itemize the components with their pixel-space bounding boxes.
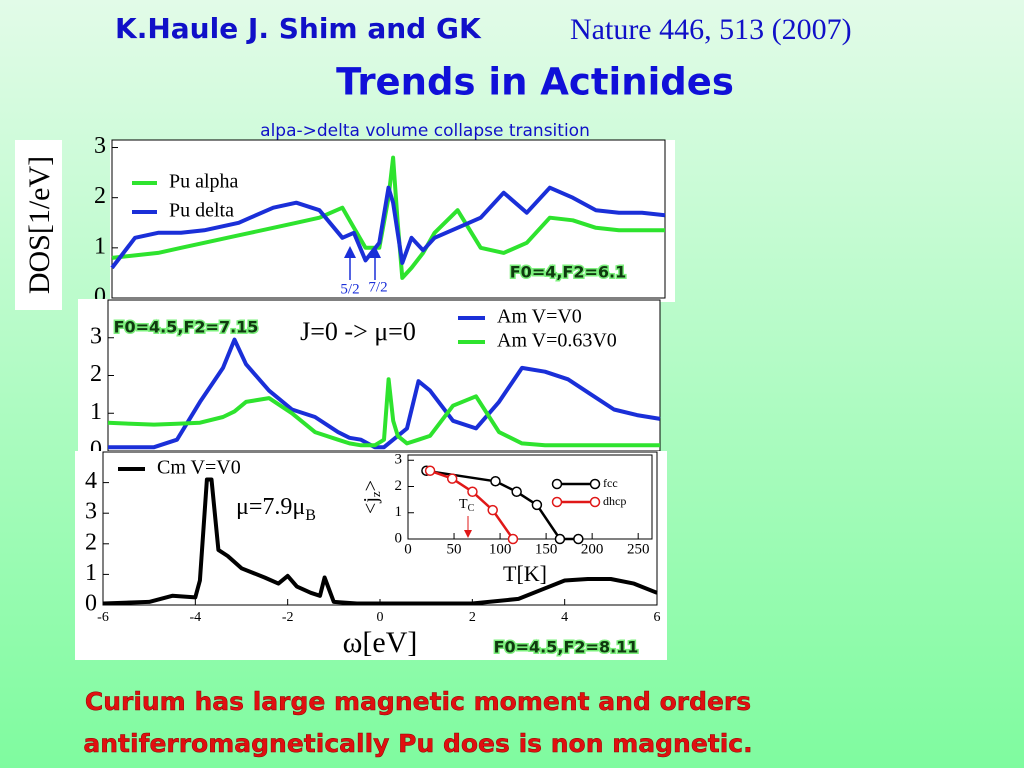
- x-tick-label: 200: [581, 541, 604, 557]
- x-tick-label: -6: [97, 610, 109, 625]
- legend-marker: [589, 478, 601, 490]
- marker: [487, 504, 498, 516]
- x-tick-label: 0: [404, 541, 412, 557]
- legend-marker: [589, 496, 601, 508]
- annotation-text: μ=7.9μ: [236, 494, 305, 520]
- series-line: [107, 377, 660, 448]
- panel-background: [75, 451, 667, 660]
- y-tick-label: 0: [395, 530, 403, 546]
- y-tick-label: 2: [94, 183, 106, 209]
- footer-line: Curium has large magnetic moment and ord…: [85, 687, 751, 716]
- y-tick-label: 0: [85, 591, 97, 617]
- authors: K.Haule J. Shim and GK: [115, 12, 482, 45]
- y-tick-label: 4: [85, 468, 97, 494]
- y-axis-label: <jz>: [360, 480, 383, 514]
- x-tick-label: 4: [561, 610, 568, 625]
- x-tick-label: 250: [627, 541, 650, 557]
- legend-marker: [551, 478, 563, 490]
- y-tick-label: 2: [90, 361, 102, 387]
- ylabel-background: [15, 140, 62, 310]
- marker: [507, 533, 519, 545]
- annotation-sub: C: [468, 503, 475, 514]
- footer-line: antiferromagnetically Pu does is non mag…: [83, 729, 752, 758]
- y-tick-label: 3: [85, 499, 97, 525]
- y-tick-label: 3: [94, 133, 106, 159]
- x-tick-label: 2: [469, 610, 476, 625]
- y-tick-label: 2: [85, 529, 97, 555]
- x-tick-label: 6: [654, 610, 661, 625]
- plot-frame: [111, 139, 666, 299]
- marker: [511, 486, 522, 497]
- marker: [424, 465, 436, 476]
- reference: Nature 446, 513 (2007): [570, 13, 852, 46]
- marker: [573, 533, 584, 545]
- y-tick-label: 1: [395, 504, 403, 520]
- x-axis-label: ω[eV]: [343, 626, 418, 659]
- y-tick-label: 1: [90, 399, 102, 425]
- legend-label: Am V=0.63V0: [497, 330, 617, 352]
- x-tick-label: 100: [489, 541, 512, 557]
- label-sub: z: [368, 491, 383, 497]
- annotation: F0=4.5,F2=8.11: [494, 638, 639, 657]
- legend-label: Pu delta: [169, 200, 234, 222]
- y-tick-label: 1: [94, 233, 106, 259]
- label-tail: >: [360, 480, 382, 491]
- series-line: [102, 477, 658, 606]
- subtitle: alpa->delta volume collapse transition: [260, 121, 590, 141]
- legend-label: Am V=V0: [497, 306, 582, 328]
- marker: [554, 533, 566, 545]
- annotation: F0=4.5,F2=7.15: [114, 318, 259, 337]
- legend-label: Cm V=V0: [157, 457, 241, 479]
- legend-label: Pu alpha: [169, 171, 239, 193]
- x-tick-label: 0: [377, 610, 384, 625]
- legend-label: dhcp: [603, 494, 626, 508]
- marker: [467, 486, 478, 497]
- x-tick-label: 50: [447, 541, 462, 557]
- annotation-text: T: [459, 497, 468, 512]
- annotation: μ=7.9μB: [236, 494, 316, 524]
- x-tick-label: -2: [282, 610, 294, 625]
- series-line: [111, 155, 665, 280]
- label-text: <j: [360, 497, 382, 514]
- x-tick-label: -4: [189, 610, 201, 625]
- marker: [531, 499, 543, 511]
- y-tick-label: 1: [85, 560, 97, 586]
- legend-marker: [551, 496, 563, 508]
- annotation-sub: B: [305, 507, 316, 524]
- slide-title: Trends in Actinides: [336, 61, 734, 104]
- cm-panel: 0 1 2 3 4 -6 -4 -2 0 2 4 6 Cm V=V0: [85, 451, 661, 625]
- annotation: 7/2: [368, 279, 387, 295]
- marker: [490, 476, 501, 487]
- y-axis-label: DOS[1/eV]: [23, 156, 56, 294]
- annotation: J=0 -> μ=0: [300, 317, 416, 346]
- y-tick-label: 2: [395, 478, 403, 494]
- series-line: [110, 185, 666, 270]
- marker: [446, 473, 458, 484]
- y-tick-label: 3: [395, 452, 403, 468]
- y-tick-label: 3: [90, 323, 102, 349]
- plot-frame: [407, 454, 653, 540]
- annotation: TC: [459, 497, 475, 514]
- legend-label: fcc: [603, 476, 618, 490]
- inset: 0 1 2 3 0 50 100 150 200 250 fcc dhcp: [395, 452, 653, 557]
- x-tick-label: 150: [535, 541, 558, 557]
- x-axis-label: T[K]: [503, 561, 547, 586]
- series-line: [108, 337, 661, 450]
- annotation: F0=4,F2=6.1: [510, 263, 627, 282]
- panel-background: [78, 299, 660, 452]
- annotation: 5/2: [340, 281, 359, 297]
